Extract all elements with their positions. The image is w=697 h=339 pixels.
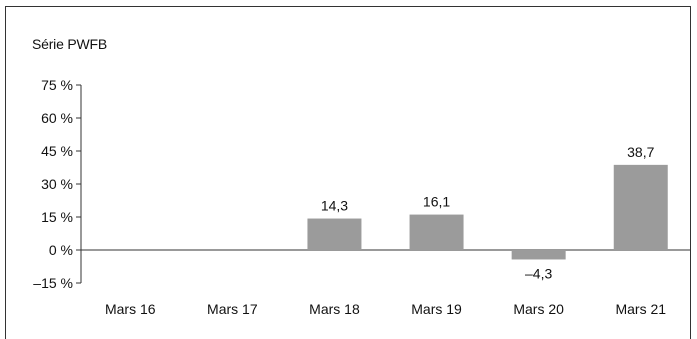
x-tick-label: Mars 18: [309, 301, 360, 317]
bar: [409, 214, 464, 250]
y-tick-label: –15 %: [33, 275, 73, 291]
bar: [307, 218, 362, 250]
y-tick-label: 15 %: [41, 209, 73, 225]
chart-frame: [5, 6, 691, 339]
x-tick-label: Mars 17: [207, 301, 258, 317]
x-tick-label: Mars 16: [105, 301, 156, 317]
data-label: 38,7: [627, 144, 654, 160]
y-tick-label: 75 %: [41, 77, 73, 93]
bar: [511, 250, 566, 260]
data-labels: 14,3 16,1 –4,3 38,7: [321, 144, 655, 282]
bar: [613, 164, 668, 250]
x-tick-labels: Mars 16 Mars 17 Mars 18 Mars 19 Mars 20 Mars …: [105, 301, 666, 317]
x-tick-label: Mars 21: [615, 301, 666, 317]
data-label: 16,1: [423, 194, 450, 210]
y-tick-label: 0 %: [49, 242, 73, 258]
x-tick-label: Mars 20: [513, 301, 564, 317]
data-label: –4,3: [525, 265, 552, 281]
y-tick-label: 60 %: [41, 110, 73, 126]
x-tick-label: Mars 19: [411, 301, 462, 317]
y-axis: 75 % 60 % 45 % 30 % 15 % 0 % –15 %: [33, 77, 690, 291]
data-label: 14,3: [321, 198, 348, 214]
y-tick-label: 30 %: [41, 176, 73, 192]
bars: [307, 164, 668, 260]
chart-title: Série PWFB: [32, 36, 108, 52]
y-tick-label: 45 %: [41, 143, 73, 159]
